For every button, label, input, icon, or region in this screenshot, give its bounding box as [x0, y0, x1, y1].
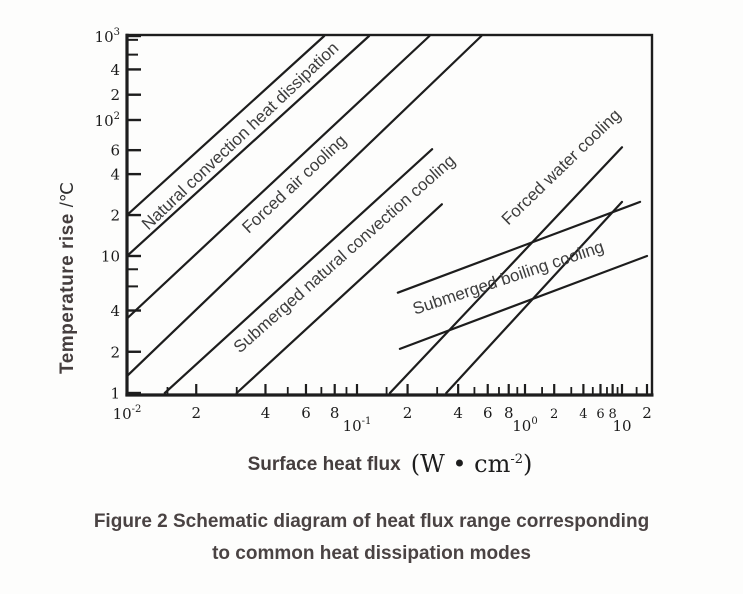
- y-tick-label: 4: [110, 61, 120, 79]
- band-line: [398, 254, 649, 350]
- y-tick-exponent: 2: [114, 111, 120, 122]
- series-forced-air: [125, 34, 483, 378]
- series-natural-convection: [125, 34, 371, 258]
- x-tick-label: 6: [596, 407, 604, 422]
- series-label-natural-convection: Natural convection heat dissipation: [138, 38, 342, 233]
- band-line: [396, 200, 642, 294]
- x-tick-label: 2: [403, 404, 413, 422]
- y-tick-label: 4: [110, 302, 120, 320]
- x-tick-base: 10: [612, 417, 631, 435]
- y-tick-label: 103: [95, 27, 120, 46]
- x-axis-unit-main: (W • cm: [410, 450, 511, 478]
- x-tick-label: 100: [512, 416, 537, 435]
- x-tick-label: 2: [191, 404, 201, 422]
- x-tick-label: 10: [612, 417, 631, 435]
- caption-line-1: Figure 2 Schematic diagram of heat flux …: [93, 511, 650, 532]
- band-line: [125, 34, 371, 258]
- y-tick-label: 6: [110, 142, 120, 160]
- x-tick-exponent: 0: [531, 416, 537, 427]
- x-axis-unit-exponent: -2: [510, 452, 524, 467]
- band-line: [125, 34, 483, 378]
- series-submerged-boiling: [396, 200, 649, 350]
- x-tick-label: 10-2: [113, 404, 142, 423]
- y-axis-unit: /℃: [57, 182, 77, 207]
- series-label-submerged-natural-convection: Submerged natural convection cooling: [230, 151, 459, 357]
- x-tick-exponent: -2: [132, 404, 142, 415]
- series-submerged-natural-convection: [163, 148, 443, 395]
- y-tick-base: 10: [95, 112, 114, 130]
- figure-caption: Figure 2 Schematic diagram of heat flux …: [0, 506, 743, 570]
- x-tick-base: 10: [343, 417, 362, 435]
- caption-line-2: to common heat dissipation modes: [212, 543, 531, 564]
- y-tick-label: 10: [101, 248, 120, 266]
- x-tick-label: 6: [483, 404, 493, 422]
- x-axis-title-text: Surface heat flux: [247, 454, 401, 475]
- x-tick-label: 6: [301, 404, 311, 422]
- y-tick-label: 2: [110, 207, 120, 225]
- y-tick-label: 2: [110, 86, 120, 104]
- y-tick-base: 10: [95, 28, 114, 46]
- x-tick-label: 2: [642, 404, 652, 422]
- band-line: [125, 34, 326, 217]
- x-tick-base: 10: [113, 405, 132, 423]
- y-tick-label: 2: [110, 343, 120, 361]
- x-tick-exponent: -1: [362, 416, 372, 427]
- x-axis-unit-close: ): [523, 450, 533, 478]
- y-tick-label: 1: [110, 385, 120, 403]
- y-axis-title-text: Temperature rise: [57, 213, 78, 374]
- x-tick-label: 8: [608, 407, 616, 422]
- x-tick-label: 8: [504, 404, 514, 422]
- band-line: [163, 148, 434, 395]
- x-tick-base: 10: [512, 417, 531, 435]
- band-line: [235, 203, 443, 395]
- band-line: [125, 34, 431, 320]
- series-lines: [125, 34, 649, 395]
- x-tick-label: 4: [453, 404, 463, 422]
- y-tick-exponent: 3: [114, 27, 120, 38]
- x-tick-label: 4: [261, 404, 271, 422]
- series-labels: Natural convection heat dissipationForce…: [138, 38, 624, 356]
- x-tick-label: 4: [579, 407, 587, 422]
- x-tick-label: 10-1: [343, 416, 372, 435]
- x-tick-label: 8: [330, 404, 340, 422]
- x-tick-label: 2: [550, 407, 558, 422]
- band-line: [388, 146, 624, 395]
- x-axis-unit: (W • cm-2): [411, 450, 533, 478]
- y-tick-label: 102: [95, 111, 120, 130]
- y-axis-title: Temperature rise /℃: [57, 182, 78, 374]
- y-tick-label: 4: [110, 166, 120, 184]
- x-axis-title: Surface heat flux (W • cm-2): [127, 450, 653, 478]
- series-label-forced-air: Forced air cooling: [238, 131, 350, 237]
